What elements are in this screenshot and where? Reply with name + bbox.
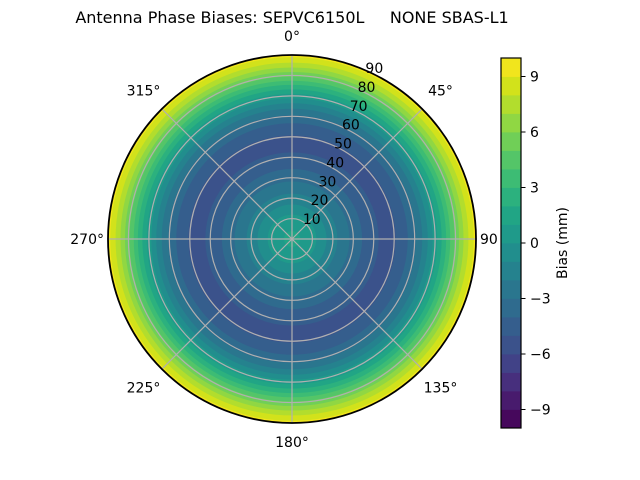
colorbar-band (501, 113, 521, 133)
colorbar-band (501, 391, 521, 410)
colorbar-band (501, 280, 521, 299)
angle-tick-label: 315° (127, 84, 161, 100)
colorbar-band (501, 298, 521, 318)
colorbar-tick-label: −3 (530, 292, 551, 308)
colorbar-band (501, 335, 521, 355)
colorbar-band (501, 76, 521, 96)
angle-tick-label: 180° (275, 435, 309, 451)
angle-tick-label: 45° (428, 84, 453, 100)
colorbar-tick-label: −6 (530, 347, 551, 363)
colorbar-band (501, 187, 521, 207)
polar-spoke (161, 108, 293, 240)
radial-tick-label: 30 (318, 174, 336, 190)
radial-tick-label: 90 (365, 61, 383, 77)
angle-tick-label: 270° (70, 232, 104, 248)
angle-tick-label: 90 (480, 232, 498, 248)
colorbar-band (501, 95, 521, 114)
colorbar-band (501, 409, 521, 429)
colorbar-band (501, 372, 521, 392)
polar-spoke (291, 238, 423, 370)
colorbar-band (501, 354, 521, 373)
polar-spoke (291, 108, 423, 240)
radial-tick-label: 50 (334, 137, 352, 153)
angle-tick-label: 225° (127, 380, 161, 396)
colorbar-band (501, 243, 521, 262)
colorbar-band (501, 261, 521, 281)
radial-tick-label: 20 (311, 193, 329, 209)
colorbar-band (501, 132, 521, 151)
chart-title: Antenna Phase Biases: SEPVC6150L NONE SB… (75, 8, 509, 27)
radial-tick-label: 40 (326, 155, 344, 171)
radial-tick-label: 60 (342, 118, 360, 134)
colorbar-tick-label: 3 (530, 181, 539, 197)
colorbar-title: Bias (mm) (555, 207, 571, 279)
colorbar: 9 6 3 0 −3 −6 −9 Bias (mm) (500, 57, 571, 429)
radial-tick-label: 80 (358, 80, 376, 96)
radial-tick-label: 70 (350, 99, 368, 115)
colorbar-band (501, 224, 521, 244)
radial-tick-label: 10 (303, 212, 321, 228)
colorbar-band (501, 206, 521, 225)
colorbar-band (501, 317, 521, 336)
angle-tick-label: 135° (424, 380, 458, 396)
colorbar-tick-label: −9 (530, 403, 551, 419)
colorbar-band (501, 169, 521, 188)
polar-outline (107, 54, 477, 424)
colorbar-tick-label: 9 (530, 70, 539, 86)
colorbar-tick-label: 0 (530, 236, 539, 252)
colorbar-band (501, 58, 521, 77)
angle-tick-label: 0° (284, 29, 300, 45)
colorbar-tick-label: 6 (530, 125, 539, 141)
polar-grid (108, 55, 476, 423)
polar-spoke (161, 238, 293, 370)
polar-outline-circle (107, 54, 477, 424)
colorbar-band (501, 150, 521, 170)
axis-labels: 0° 45° 90 135° 180° 225° 270° 315° 10 20 30 40 50 60 7… (70, 29, 498, 451)
